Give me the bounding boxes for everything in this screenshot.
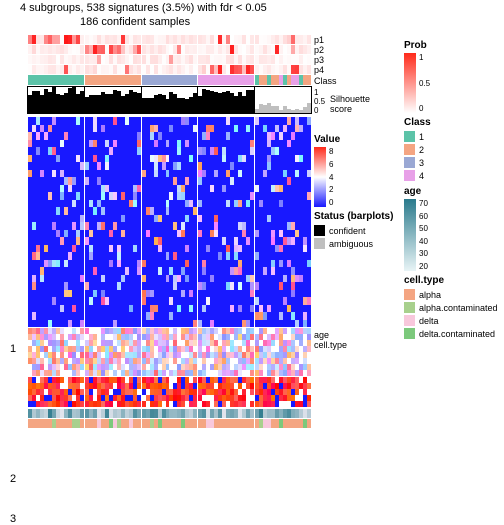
silhouette-label: Silhouette score <box>330 94 370 114</box>
status-legend-title: Status (barplots) <box>314 211 393 222</box>
legend-left-column: Value 86420 Status (barplots) confidenta… <box>314 130 393 250</box>
legend-right-column: Prob 10.50 Class 1234 age 706050403020 c… <box>404 36 498 340</box>
prob-legend-title: Prob <box>404 40 498 51</box>
title-block: 4 subgroups, 538 signatures (3.5%) with … <box>20 2 267 30</box>
value-legend-title: Value <box>314 134 393 145</box>
celltype-legend-items: alphaalpha.contaminateddeltadelta.contam… <box>404 288 498 340</box>
class-track-label: Class <box>314 76 337 86</box>
status-legend-items: confidentambiguous <box>314 224 393 250</box>
bottom-track-labels: agecell.type <box>314 330 347 350</box>
membership-tracks <box>28 35 311 74</box>
age-legend-title: age <box>404 186 498 197</box>
annotation-tracks <box>28 409 311 428</box>
age-colorbar <box>404 199 416 271</box>
signature-heatmap <box>28 117 311 407</box>
prob-ticks: 10.50 <box>419 53 430 113</box>
celltype-legend-title: cell.type <box>404 275 498 286</box>
class-legend-title: Class <box>404 117 498 128</box>
value-colorbar <box>314 147 326 207</box>
title-line1: 4 subgroups, 538 signatures (3.5%) with … <box>20 2 267 14</box>
title-line2: 186 confident samples <box>20 16 267 28</box>
value-ticks: 86420 <box>329 147 333 207</box>
age-ticks: 706050403020 <box>419 199 428 271</box>
class-legend-items: 1234 <box>404 130 498 182</box>
class-track <box>28 75 311 85</box>
main-plot-column <box>28 35 311 428</box>
silhouette-barplots <box>28 87 311 113</box>
silhouette-yticks: 10.50 <box>314 88 325 115</box>
prob-colorbar <box>404 53 416 113</box>
p-track-labels: p1p2p3p4 Class <box>314 35 337 86</box>
